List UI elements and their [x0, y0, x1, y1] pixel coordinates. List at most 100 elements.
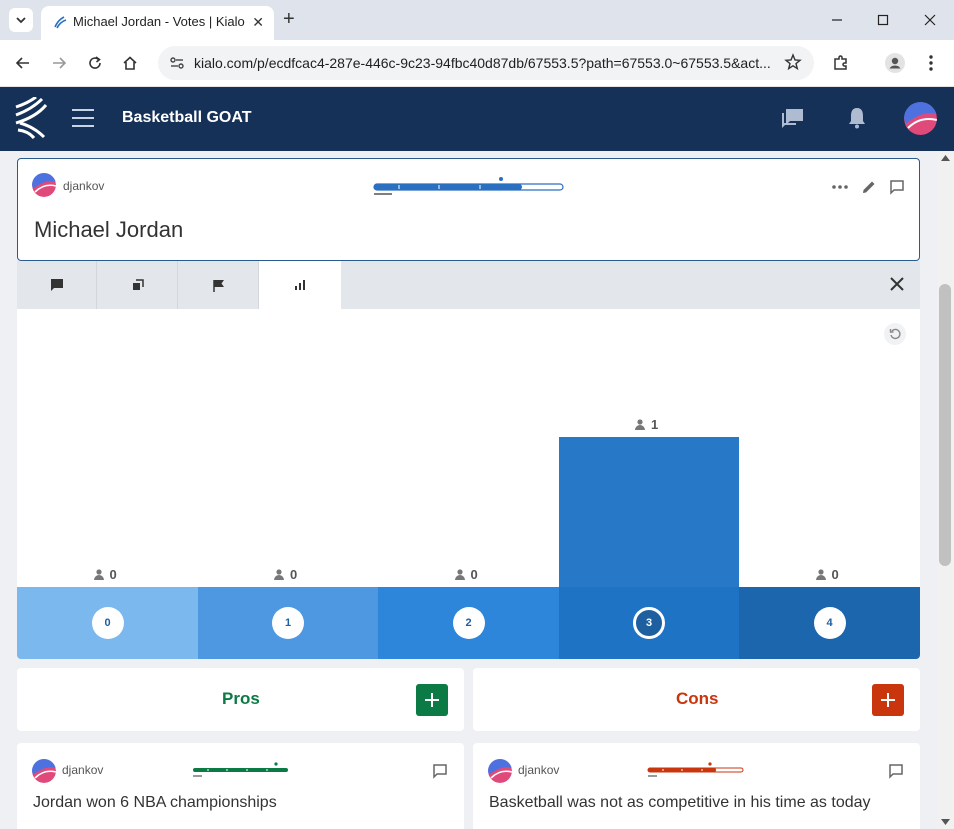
discussion-title[interactable]: Basketball GOAT	[122, 109, 252, 126]
scroll-up-icon[interactable]	[941, 155, 950, 161]
kialo-logo-icon[interactable]	[14, 97, 48, 139]
profile-icon	[885, 53, 905, 73]
vote-count-label: 0	[454, 567, 478, 582]
browser-toolbar: kialo.com/p/ecdfcac4-287e-446c-9c23-94fb…	[0, 40, 954, 87]
vote-count-label: 0	[815, 567, 839, 582]
vote-option-number: 2	[452, 607, 485, 639]
card-author[interactable]: djankov	[62, 763, 104, 777]
bar-chart-icon	[295, 280, 305, 290]
home-button[interactable]	[119, 52, 141, 74]
bell-icon[interactable]	[847, 107, 867, 129]
address-bar[interactable]: kialo.com/p/ecdfcac4-287e-446c-9c23-94fb…	[158, 46, 814, 80]
plus-icon	[881, 693, 895, 707]
claim-text: Michael Jordan	[34, 217, 184, 242]
page-scrollbar[interactable]	[937, 151, 954, 829]
cons-label: Cons	[676, 689, 719, 708]
person-icon	[274, 569, 284, 580]
bookmark-star-icon[interactable]	[784, 53, 802, 71]
claim-author[interactable]: djankov	[63, 179, 105, 193]
copy-icon	[132, 279, 144, 290]
tab-flags[interactable]	[179, 261, 259, 309]
claim-panel-tabs	[17, 261, 920, 309]
tab-copies[interactable]	[98, 261, 178, 309]
close-icon	[924, 14, 936, 26]
discussion-content: djankov Michael Jordan	[0, 151, 937, 829]
author-avatar	[32, 759, 56, 783]
vote-option-1[interactable]: 1	[198, 587, 378, 659]
undo-icon	[889, 328, 901, 340]
maximize-icon	[877, 14, 889, 26]
person-icon	[815, 569, 826, 580]
home-icon	[123, 56, 137, 70]
card-author[interactable]: djankov	[518, 763, 560, 777]
author-avatar	[488, 759, 512, 783]
site-info-icon[interactable]	[168, 54, 186, 72]
vote-option-3[interactable]: 3	[559, 587, 739, 659]
comment-icon[interactable]	[889, 179, 905, 195]
more-horizontal-icon[interactable]	[831, 184, 849, 190]
comment-icon[interactable]	[888, 763, 904, 779]
comment-icon[interactable]	[432, 763, 448, 779]
pros-label: Pros	[222, 689, 260, 708]
browser-tab-bar: Michael Jordan - Votes | Kialo ✕ +	[0, 0, 954, 40]
chat-icon[interactable]	[781, 107, 805, 129]
add-pro-button[interactable]	[416, 684, 448, 716]
chevron-down-icon	[16, 17, 26, 24]
comment-filled-icon	[50, 279, 63, 291]
reload-button[interactable]	[84, 52, 106, 74]
person-icon	[454, 569, 465, 580]
pros-column-header: Pros	[17, 668, 464, 731]
new-tab-button[interactable]: +	[283, 8, 295, 30]
edit-pencil-icon[interactable]	[861, 179, 877, 195]
tab-search-button[interactable]	[9, 8, 33, 32]
claim-actions	[831, 179, 905, 195]
pro-claim-card[interactable]: djankov Jordan won 6 NBA championships	[17, 743, 464, 829]
flag-icon	[213, 279, 224, 292]
browser-menu-button[interactable]	[920, 52, 942, 74]
author-avatar	[32, 173, 56, 197]
card-text: Basketball was not as competitive in his…	[489, 794, 871, 811]
extensions-button[interactable]	[830, 52, 852, 74]
app-header: Basketball GOAT	[0, 87, 954, 151]
add-con-button[interactable]	[872, 684, 904, 716]
close-tab-icon[interactable]: ✕	[252, 14, 264, 30]
close-panel-icon[interactable]	[888, 275, 906, 293]
tab-comments[interactable]	[17, 261, 97, 309]
vote-option-0[interactable]: 0	[17, 587, 198, 659]
selected-claim-card[interactable]: djankov Michael Jordan	[17, 158, 920, 261]
impact-meter	[373, 177, 564, 195]
impact-meter	[647, 762, 744, 777]
reload-icon	[89, 56, 101, 69]
plus-icon	[425, 693, 439, 707]
impact-meter	[193, 762, 288, 777]
forward-button[interactable]	[48, 52, 70, 74]
arrow-right-icon	[53, 57, 67, 69]
vote-count-label: 1	[635, 417, 658, 432]
hamburger-menu-icon[interactable]	[72, 108, 94, 128]
url-text[interactable]: kialo.com/p/ecdfcac4-287e-446c-9c23-94fb…	[194, 55, 771, 71]
minimize-button[interactable]	[827, 10, 847, 30]
arrow-left-icon	[15, 57, 29, 69]
vote-option-2[interactable]: 2	[378, 587, 559, 659]
vote-count-label: 0	[93, 567, 117, 582]
user-avatar[interactable]	[904, 102, 937, 135]
browser-tab[interactable]: Michael Jordan - Votes | Kialo ✕	[41, 6, 274, 40]
profile-button[interactable]	[884, 52, 906, 74]
vote-option-number: 4	[813, 607, 846, 639]
vote-option-4[interactable]: 4	[739, 587, 920, 659]
tab-votes[interactable]	[259, 261, 341, 309]
reset-vote-button[interactable]	[884, 323, 906, 345]
card-text: Jordan won 6 NBA championships	[33, 794, 277, 811]
vote-count-label: 0	[274, 567, 297, 582]
back-button[interactable]	[12, 52, 34, 74]
close-window-button[interactable]	[920, 10, 940, 30]
person-icon	[635, 419, 645, 430]
vote-count-value: 0	[109, 567, 117, 582]
maximize-button[interactable]	[873, 10, 893, 30]
vote-count-value: 0	[290, 567, 298, 582]
scrollbar-thumb[interactable]	[939, 284, 951, 566]
puzzle-icon	[834, 55, 847, 70]
minimize-icon	[832, 19, 842, 21]
scroll-down-icon[interactable]	[941, 819, 950, 825]
con-claim-card[interactable]: djankov Basketball was not as competitiv…	[473, 743, 920, 829]
